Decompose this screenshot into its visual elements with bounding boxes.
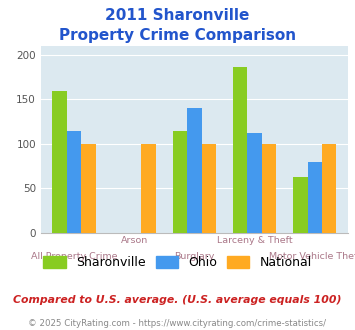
Text: Larceny & Theft: Larceny & Theft <box>217 236 293 245</box>
Text: Burglary: Burglary <box>174 252 214 261</box>
Text: Property Crime Comparison: Property Crime Comparison <box>59 28 296 43</box>
Text: © 2025 CityRating.com - https://www.cityrating.com/crime-statistics/: © 2025 CityRating.com - https://www.city… <box>28 319 327 328</box>
Bar <box>262 144 276 233</box>
Bar <box>307 162 322 233</box>
Text: All Property Crime: All Property Crime <box>31 252 117 261</box>
Legend: Sharonville, Ohio, National: Sharonville, Ohio, National <box>40 252 315 273</box>
Bar <box>67 131 81 233</box>
Bar <box>233 67 247 233</box>
Bar <box>293 177 307 233</box>
Bar <box>322 144 337 233</box>
Text: Compared to U.S. average. (U.S. average equals 100): Compared to U.S. average. (U.S. average … <box>13 295 342 305</box>
Bar <box>247 133 262 233</box>
Bar <box>52 91 67 233</box>
Text: Motor Vehicle Theft: Motor Vehicle Theft <box>269 252 355 261</box>
Bar <box>81 144 95 233</box>
Bar <box>202 144 216 233</box>
Bar <box>187 108 202 233</box>
Text: 2011 Sharonville: 2011 Sharonville <box>105 8 250 23</box>
Bar <box>173 131 187 233</box>
Bar <box>141 144 156 233</box>
Text: Arson: Arson <box>121 236 148 245</box>
